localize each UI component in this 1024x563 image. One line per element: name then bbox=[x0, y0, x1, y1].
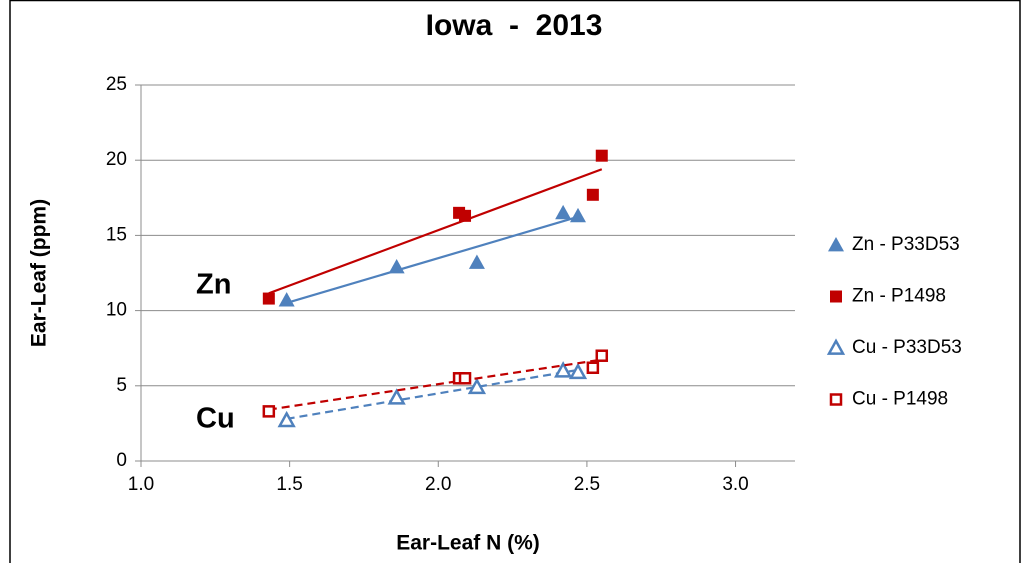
x-tick-label: 2.0 bbox=[425, 474, 451, 495]
legend-marker bbox=[828, 237, 844, 252]
point bbox=[262, 292, 275, 305]
trend-line bbox=[268, 358, 602, 411]
point bbox=[458, 372, 472, 385]
trend-line bbox=[268, 168, 603, 295]
legend-label: Cu - P1498 bbox=[852, 389, 948, 410]
annotation: Cu bbox=[196, 403, 235, 435]
point bbox=[262, 405, 276, 418]
legend-marker bbox=[826, 338, 846, 355]
x-tick-label: 1.5 bbox=[276, 474, 302, 495]
x-tick-label: 2.5 bbox=[574, 474, 600, 495]
legend-label: Zn - P1498 bbox=[852, 286, 946, 307]
y-axis-title: Ear-Leaf (ppm) bbox=[28, 199, 51, 347]
point bbox=[468, 254, 485, 269]
point bbox=[467, 377, 487, 395]
chart-title: Iowa - 2013 bbox=[426, 9, 603, 42]
point bbox=[459, 209, 472, 222]
point bbox=[595, 149, 608, 162]
legend-marker bbox=[830, 290, 842, 303]
trend-line bbox=[286, 368, 579, 420]
chart-border bbox=[9, 0, 1021, 563]
y-tick-label: 5 bbox=[116, 375, 127, 396]
point bbox=[555, 204, 572, 220]
point bbox=[568, 362, 588, 380]
y-tick-label: 0 bbox=[116, 450, 127, 471]
x-axis-title: Ear-Leaf N (%) bbox=[396, 532, 540, 555]
point bbox=[278, 292, 295, 307]
y-tick-label: 25 bbox=[106, 74, 127, 95]
point bbox=[388, 258, 405, 274]
point bbox=[569, 207, 586, 223]
point bbox=[554, 361, 573, 378]
y-tick-label: 15 bbox=[106, 224, 127, 245]
legend-marker bbox=[829, 393, 843, 406]
point bbox=[595, 349, 609, 362]
trend-line bbox=[286, 215, 579, 305]
x-tick-label: 1.0 bbox=[128, 474, 154, 495]
x-tick-label: 3.0 bbox=[722, 474, 748, 495]
legend-label: Cu - P33D53 bbox=[852, 337, 962, 358]
annotation: Zn bbox=[196, 269, 231, 301]
y-tick-label: 20 bbox=[106, 149, 127, 170]
point bbox=[586, 188, 599, 201]
point bbox=[387, 388, 406, 405]
legend-label: Zn - P33D53 bbox=[852, 234, 960, 255]
point bbox=[277, 410, 296, 428]
y-tick-label: 10 bbox=[106, 300, 127, 321]
point bbox=[586, 361, 600, 375]
